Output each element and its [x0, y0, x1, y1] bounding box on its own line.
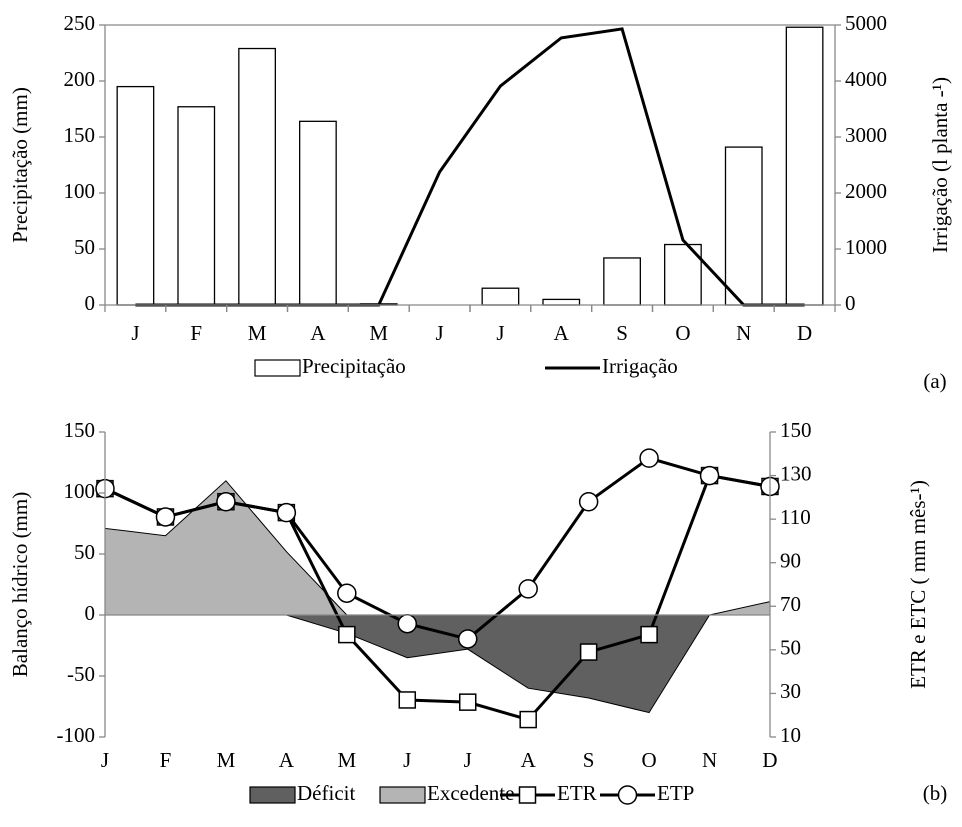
area: [104, 480, 771, 616]
bar: [481, 287, 520, 306]
bar: [238, 47, 276, 306]
x-tick-label: J: [131, 321, 139, 345]
point: [155, 507, 176, 527]
y-tick-label: 50: [74, 540, 95, 564]
x-tick-label: A: [279, 748, 295, 772]
y-axis-title: Precipitação (mm): [8, 87, 32, 243]
x-tick-label: M: [217, 748, 236, 772]
point: [519, 710, 537, 729]
legend-label: ETR: [557, 781, 597, 805]
x-tick-label: A: [521, 748, 537, 772]
y-tick-label: -50: [67, 662, 95, 686]
point: [639, 448, 659, 468]
bar: [177, 106, 216, 306]
x-tick-label: F: [160, 748, 172, 772]
x-tick-label: A: [310, 321, 326, 345]
y2-tick-label: 3000: [845, 123, 887, 147]
area: [105, 614, 770, 714]
bar: [785, 26, 824, 306]
point: [397, 613, 418, 634]
x-tick-label: J: [101, 748, 109, 772]
y-tick-label: 0: [85, 601, 96, 625]
y2-tick-label: 4000: [845, 67, 887, 91]
y-tick-label: -100: [57, 723, 96, 747]
y-tick-label: 100: [64, 179, 96, 203]
point: [578, 491, 599, 512]
x-tick-label: J: [464, 748, 472, 772]
point: [699, 465, 720, 486]
x-tick-label: J: [435, 321, 443, 345]
point: [276, 502, 297, 523]
legend-marker: [518, 786, 537, 804]
y-tick-label: 50: [74, 235, 95, 259]
y-tick-label: 200: [64, 67, 96, 91]
legend-label: ETP: [657, 781, 694, 805]
legend-marker: [617, 785, 638, 805]
y-tick-label: 150: [64, 418, 96, 442]
x-tick-label: D: [762, 748, 777, 772]
legend-swatch: [254, 359, 301, 377]
bar: [542, 298, 581, 306]
y2-tick-label: 10: [780, 723, 801, 747]
point: [579, 643, 598, 661]
point: [518, 579, 538, 599]
x-tick-label: F: [190, 321, 202, 345]
y2-tick-label: 130: [780, 461, 812, 485]
y2-tick-label: 150: [780, 418, 812, 442]
bar: [116, 85, 155, 306]
point: [398, 691, 417, 709]
y-tick-label: 250: [64, 11, 96, 35]
legend-label: Excedente: [427, 781, 514, 805]
x-tick-label: M: [369, 321, 388, 345]
line: [135, 27, 805, 307]
bar: [724, 146, 763, 306]
x-tick-label: D: [797, 321, 812, 345]
point: [457, 629, 478, 649]
y2-tick-label: 2000: [845, 179, 887, 203]
x-tick-label: O: [675, 321, 690, 345]
x-tick-label: A: [554, 321, 570, 345]
legend-label: Irrigação: [602, 354, 678, 378]
y2-tick-label: 0: [845, 291, 856, 315]
x-tick-label: S: [583, 748, 595, 772]
point: [458, 693, 477, 711]
line: [104, 456, 771, 641]
x-tick-label: M: [337, 748, 356, 772]
legend-swatch: [379, 786, 426, 804]
y2-tick-label: 30: [780, 679, 801, 703]
panel-label: (b): [923, 781, 948, 805]
y2-tick-label: 90: [780, 549, 801, 573]
x-tick-label: N: [702, 748, 717, 772]
y-tick-label: 0: [85, 291, 96, 315]
bar: [299, 120, 337, 306]
y2-axis-title: ETR e ETC ( mm mês-¹): [906, 480, 930, 689]
y2-tick-label: 110: [780, 505, 811, 529]
point: [216, 491, 236, 512]
point: [338, 625, 356, 644]
y2-tick-label: 1000: [845, 235, 887, 259]
point: [640, 625, 658, 644]
y2-tick-label: 50: [780, 636, 801, 660]
bar: [603, 257, 641, 306]
x-tick-label: J: [496, 321, 504, 345]
point: [337, 583, 357, 603]
y2-axis-title: Irrigação (l planta -¹): [928, 77, 952, 253]
panel-label: (a): [923, 369, 946, 393]
legend-swatch: [249, 786, 296, 804]
y-axis-title: Balanço hídrico (mm): [8, 492, 32, 677]
x-tick-label: O: [642, 748, 657, 772]
y2-tick-label: 70: [780, 592, 801, 616]
y-tick-label: 100: [64, 479, 96, 503]
y2-tick-label: 5000: [845, 11, 887, 35]
y-tick-label: 150: [64, 123, 96, 147]
legend-label: Precipitação: [302, 354, 406, 378]
x-tick-label: N: [736, 321, 751, 345]
x-tick-label: M: [248, 321, 267, 345]
x-tick-label: J: [403, 748, 411, 772]
x-tick-label: S: [616, 321, 628, 345]
legend-label: Déficit: [297, 781, 355, 805]
